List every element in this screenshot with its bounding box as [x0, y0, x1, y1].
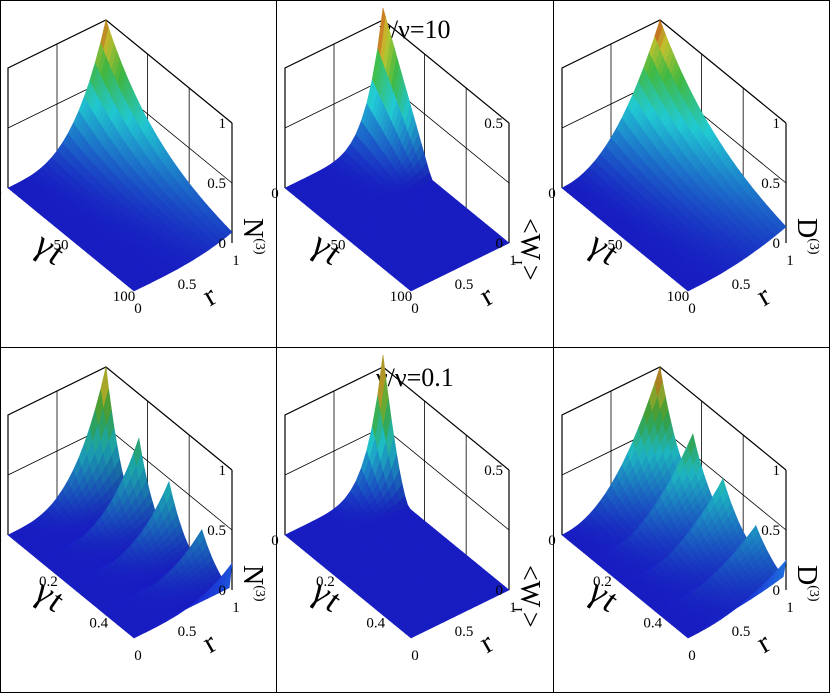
r-axis-label: r	[197, 626, 222, 660]
z-axis-label: D(3)	[791, 218, 822, 255]
z-axis-label: <WI>	[509, 218, 545, 281]
r-tick-label: 1	[232, 600, 240, 616]
r-tick-label: 1	[509, 253, 517, 269]
z-axis-label-main: N	[237, 565, 268, 585]
surface-top-middle	[284, 7, 510, 292]
z-tick-label: 0	[219, 236, 227, 252]
z-axis-label: N(3)	[237, 565, 268, 602]
z-axis-label: N(3)	[237, 218, 268, 255]
t-tick-label: 0	[271, 186, 279, 202]
t-tick-label: 100	[390, 289, 413, 305]
row-title-bottom: γ/ν=0.1	[375, 363, 454, 392]
z-axis-label-sub: I	[509, 260, 524, 265]
r-tick-label: 0	[688, 301, 696, 317]
r-axis-label: r	[197, 279, 222, 313]
r-tick-label: 0.5	[178, 624, 197, 640]
z-tick-label: 0.5	[484, 463, 503, 479]
z-tick-label: 0.5	[484, 116, 503, 132]
z-axis-label-main: D	[791, 218, 822, 238]
t-tick-label: 0	[271, 533, 279, 549]
t-tick-label: 0	[0, 533, 2, 549]
z-axis-label: <WI>	[509, 565, 545, 628]
z-axis-label-end: >	[514, 265, 545, 281]
z-axis-label-main: N	[237, 218, 268, 238]
r-tick-label: 0.5	[455, 624, 474, 640]
r-tick-label: 1	[786, 253, 794, 269]
r-axis-label: r	[751, 279, 776, 313]
z-tick-label: 1	[219, 463, 227, 479]
surface-cell	[130, 285, 140, 292]
t-tick-label: 0.4	[89, 615, 108, 631]
t-tick-label: 0.4	[366, 615, 385, 631]
surface-top-left	[7, 18, 233, 292]
r-tick-label: 0.5	[455, 277, 474, 293]
r-tick-label: 1	[232, 253, 240, 269]
r-tick-label: 0	[411, 301, 419, 317]
surface-cell	[407, 285, 417, 292]
z-tick-label: 0	[496, 236, 504, 252]
r-axis-label: r	[474, 626, 499, 660]
t-tick-label: 100	[113, 289, 136, 305]
t-tick-label: 0	[548, 186, 556, 202]
t-tick-label: 0	[0, 186, 2, 202]
r-tick-label: 0	[134, 648, 142, 664]
t-tick-label: 100	[667, 289, 690, 305]
z-tick-label: 1	[773, 116, 781, 132]
z-axis-label-main: <W	[514, 565, 545, 608]
z-axis-label-sup: (3)	[252, 585, 267, 602]
z-tick-label: 0.5	[761, 176, 780, 192]
surface-top-right	[561, 19, 787, 292]
z-tick-label: 0.5	[207, 523, 226, 539]
r-tick-label: 0.5	[178, 277, 197, 293]
r-tick-label: 0.5	[732, 277, 751, 293]
z-axis-label-sup: (3)	[806, 238, 821, 255]
z-tick-label: 0	[496, 583, 504, 599]
t-tick-label: 50	[331, 238, 346, 254]
r-tick-label: 0	[134, 301, 142, 317]
z-tick-label: 0	[219, 583, 227, 599]
z-tick-label: 0	[773, 236, 781, 252]
z-tick-label: 0.5	[207, 176, 226, 192]
t-tick-label: 50	[54, 238, 69, 254]
z-axis-label-end: >	[514, 612, 545, 628]
r-axis-label: r	[474, 279, 499, 313]
panels: 05010000.5100.51γtrN(3)05010000.5100.5γt…	[0, 7, 822, 664]
z-axis-label-main: <W	[514, 218, 545, 261]
z-axis-label-sup: (3)	[252, 238, 267, 255]
z-tick-label: 1	[219, 116, 227, 132]
r-tick-label: 0	[411, 648, 419, 664]
